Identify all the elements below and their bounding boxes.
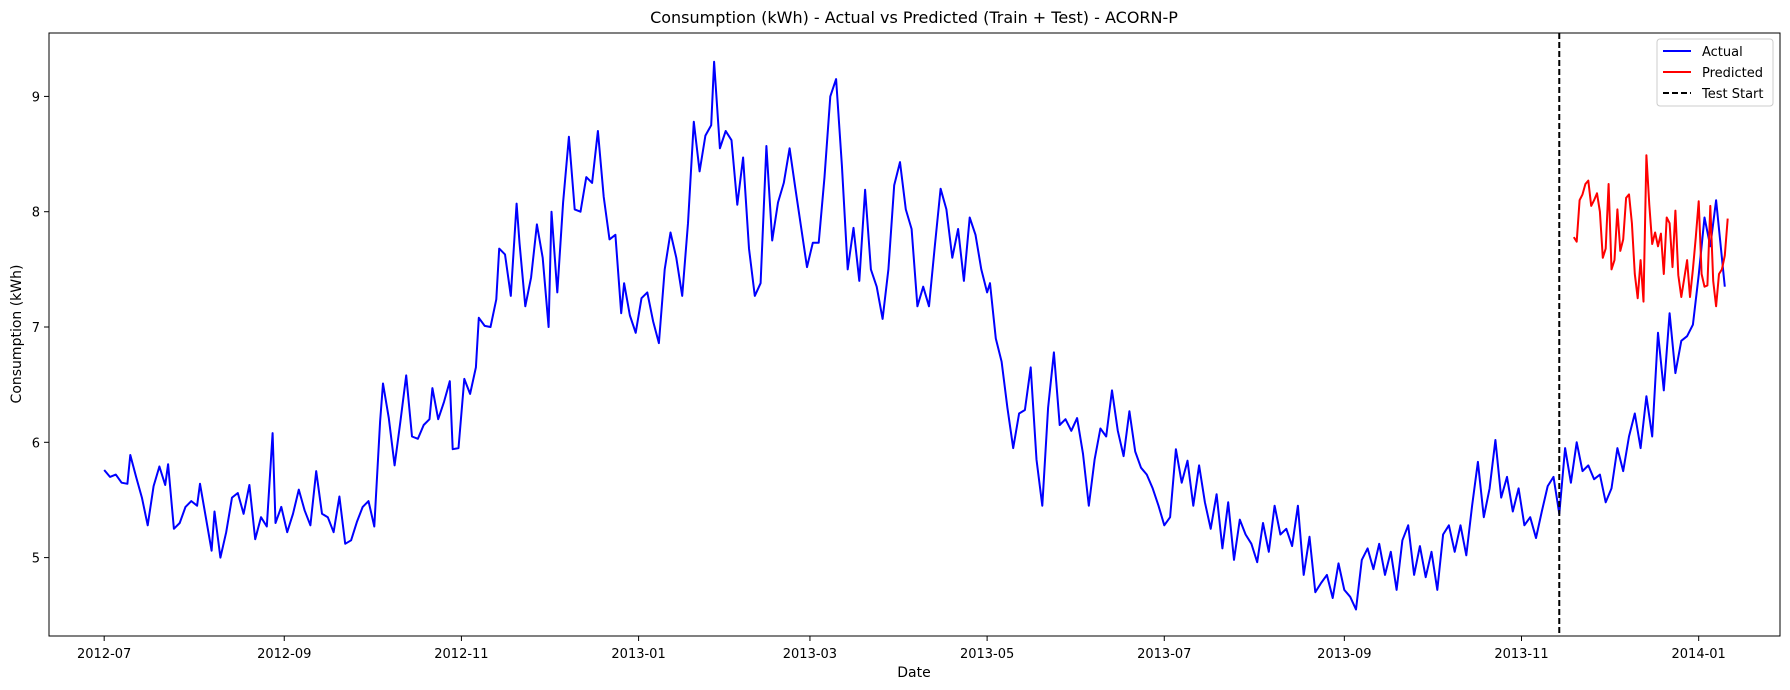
series-line-predicted xyxy=(1572,154,1729,308)
y-tick-label: 8 xyxy=(32,206,40,221)
y-tick-label: 5 xyxy=(32,552,40,567)
x-tick-label: 2012-07 xyxy=(77,647,131,662)
y-tick-label: 7 xyxy=(32,321,40,336)
x-tick-label: 2013-05 xyxy=(960,647,1014,662)
x-tick-label: 2012-09 xyxy=(257,647,311,662)
x-tick-label: 2014-01 xyxy=(1672,647,1726,662)
series-layer xyxy=(103,60,1729,611)
x-tick-label: 2013-01 xyxy=(611,647,665,662)
plot-frame xyxy=(48,32,1781,637)
x-tick-label: 2013-11 xyxy=(1494,647,1548,662)
legend-predicted-label: Predicted xyxy=(1702,66,1763,81)
legend: Actual Predicted Test Start xyxy=(1656,38,1774,107)
x-tick-label: 2012-11 xyxy=(434,647,488,662)
legend-actual-label: Actual xyxy=(1702,45,1743,60)
x-axis-ticks: 2012-07 2012-09 2012-11 2013-01 2013-03 2013-… xyxy=(77,636,1726,662)
y-axis-ticks: 5 6 7 8 9 xyxy=(32,90,49,567)
x-tick-label: 2013-03 xyxy=(783,647,837,662)
x-axis-label: Date xyxy=(897,665,930,681)
y-axis-label: Consumption (kWh) xyxy=(9,265,25,404)
legend-box xyxy=(1656,38,1774,107)
x-tick-label: 2013-07 xyxy=(1137,647,1191,662)
y-tick-label: 6 xyxy=(32,436,40,451)
legend-test-start-label: Test Start xyxy=(1701,87,1764,102)
series-line-actual xyxy=(103,60,1726,611)
chart-title: Consumption (kWh) - Actual vs Predicted … xyxy=(650,8,1178,27)
y-tick-label: 9 xyxy=(32,90,40,105)
x-tick-label: 2013-09 xyxy=(1317,647,1371,662)
plot-background xyxy=(49,33,1780,636)
